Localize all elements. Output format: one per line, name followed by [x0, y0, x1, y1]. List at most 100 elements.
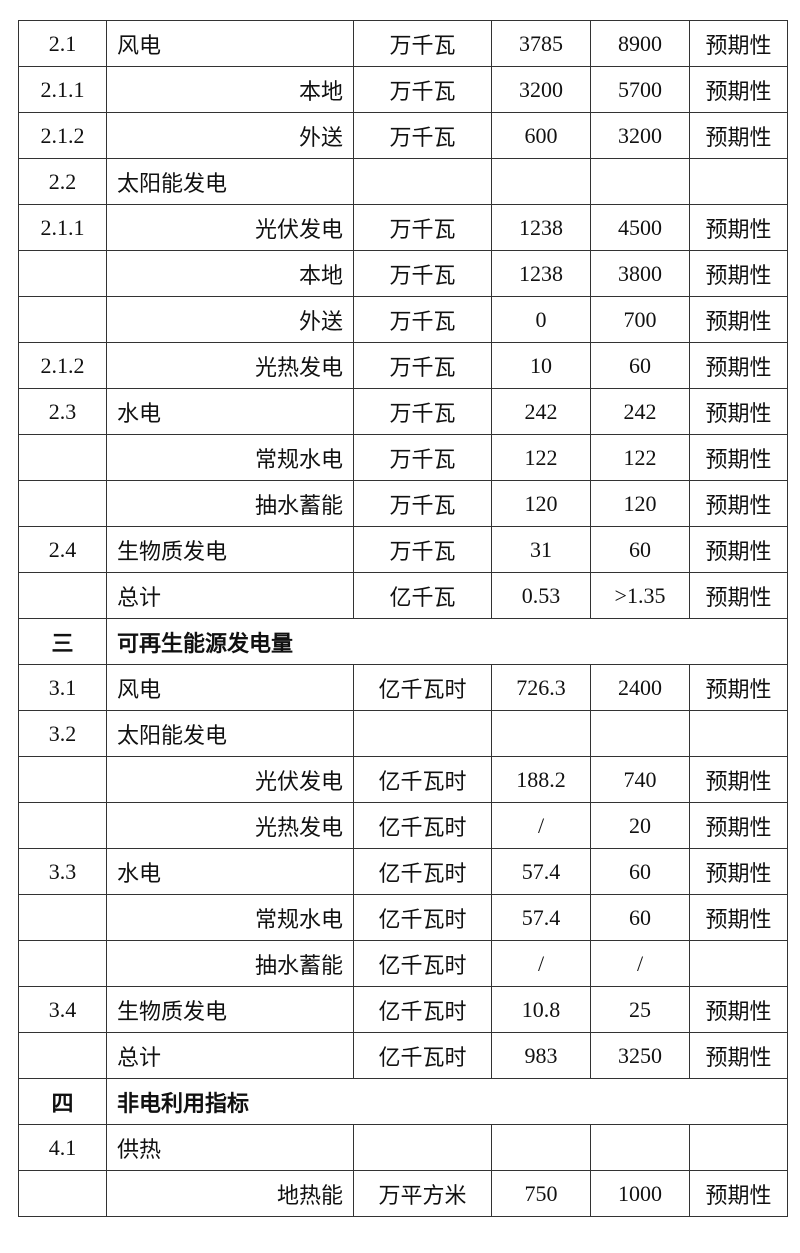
target-value: 120: [590, 480, 690, 527]
current-value: 31: [491, 526, 591, 573]
target-value: 60: [590, 342, 690, 389]
indicator-nature: 预期性: [689, 848, 788, 895]
target-value: 3250: [590, 1032, 690, 1079]
table-row: 总计 亿千瓦时 983 3250 预期性: [18, 1032, 788, 1079]
target-value: 8900: [590, 20, 690, 67]
target-value: 60: [590, 848, 690, 895]
indicator-nature: 预期性: [689, 986, 788, 1033]
target-value: 740: [590, 756, 690, 803]
item-name: 常规水电: [106, 434, 354, 481]
unit-cell: 万千瓦: [353, 112, 492, 159]
indicator-nature: 预期性: [689, 480, 788, 527]
section-row: 四非电利用指标: [18, 1078, 788, 1125]
indicator-nature: 预期性: [689, 204, 788, 251]
item-code: 2.1.2: [18, 112, 107, 159]
table-row: 光伏发电 亿千瓦时 188.2 740 预期性: [18, 756, 788, 803]
table-row: 4.1 供热: [18, 1124, 788, 1171]
unit-cell: 万千瓦: [353, 434, 492, 481]
current-value: 3200: [491, 66, 591, 113]
indicator-nature: 预期性: [689, 1170, 788, 1217]
unit-cell: 万千瓦: [353, 526, 492, 573]
indicator-nature: 预期性: [689, 664, 788, 711]
indicator-nature: 预期性: [689, 526, 788, 573]
current-value: 120: [491, 480, 591, 527]
current-value: 726.3: [491, 664, 591, 711]
target-value: 3800: [590, 250, 690, 297]
item-name: 光热发电: [106, 342, 354, 389]
table-row: 3.4 生物质发电 亿千瓦时 10.8 25 预期性: [18, 986, 788, 1033]
item-name: 外送: [106, 112, 354, 159]
item-name: 太阳能发电: [106, 710, 354, 757]
indicator-nature: 预期性: [689, 388, 788, 435]
indicator-nature: 预期性: [689, 250, 788, 297]
unit-cell: 万千瓦: [353, 204, 492, 251]
table-row: 3.1 风电 亿千瓦时 726.3 2400 预期性: [18, 664, 788, 711]
unit-cell: 亿千瓦时: [353, 802, 492, 849]
item-code: 2.1.1: [18, 204, 107, 251]
item-name: 本地: [106, 66, 354, 113]
item-name: 生物质发电: [106, 526, 354, 573]
indicator-nature: [689, 158, 788, 205]
item-name: 总计: [106, 572, 354, 619]
item-code: [18, 572, 107, 619]
indicator-nature: 预期性: [689, 20, 788, 67]
table-row: 2.4 生物质发电 万千瓦 31 60 预期性: [18, 526, 788, 573]
unit-cell: 亿千瓦时: [353, 756, 492, 803]
item-code: [18, 940, 107, 987]
item-name: 光伏发电: [106, 204, 354, 251]
indicator-nature: [689, 710, 788, 757]
item-name: 生物质发电: [106, 986, 354, 1033]
unit-cell: 亿千瓦时: [353, 986, 492, 1033]
item-name: 常规水电: [106, 894, 354, 941]
item-code: 2.2: [18, 158, 107, 205]
item-name: 抽水蓄能: [106, 480, 354, 527]
item-name: 抽水蓄能: [106, 940, 354, 987]
indicator-nature: 预期性: [689, 342, 788, 389]
indicator-nature: [689, 940, 788, 987]
table-row: 光热发电 亿千瓦时/20 预期性: [18, 802, 788, 849]
unit-cell: 万千瓦: [353, 388, 492, 435]
table-row: 2.1 风电 万千瓦 3785 8900 预期性: [18, 20, 788, 67]
current-value: 600: [491, 112, 591, 159]
current-value: /: [491, 940, 591, 987]
item-code: 2.1: [18, 20, 107, 67]
item-code: [18, 296, 107, 343]
item-name: 总计: [106, 1032, 354, 1079]
current-value: [491, 1124, 591, 1171]
indicator-table: 2.1 风电 万千瓦 3785 8900 预期性 2.1.1 本地 万千瓦 3200 5700 预期性…: [18, 20, 788, 1217]
current-value: 57.4: [491, 894, 591, 941]
item-code: [18, 1032, 107, 1079]
target-value: 20: [590, 802, 690, 849]
indicator-nature: 预期性: [689, 296, 788, 343]
unit-cell: 亿千瓦时: [353, 1032, 492, 1079]
target-value: 3200: [590, 112, 690, 159]
unit-cell: 万平方米: [353, 1170, 492, 1217]
unit-cell: 亿千瓦: [353, 572, 492, 619]
item-name: 光热发电: [106, 802, 354, 849]
unit-cell: 万千瓦: [353, 66, 492, 113]
indicator-nature: 预期性: [689, 1032, 788, 1079]
item-name: 风电: [106, 664, 354, 711]
current-value: 10: [491, 342, 591, 389]
item-code: [18, 1170, 107, 1217]
target-value: /: [590, 940, 690, 987]
table-row: 常规水电 亿千瓦时 57.4 60 预期性: [18, 894, 788, 941]
indicator-nature: 预期性: [689, 756, 788, 803]
table-row: 外送 万千瓦 0 700 预期性: [18, 296, 788, 343]
target-value: [590, 1124, 690, 1171]
table-row: 抽水蓄能 亿千瓦时 / /: [18, 940, 788, 987]
table-row: 总计 亿千瓦 0.53 >1.35 预期性: [18, 572, 788, 619]
indicator-nature: 预期性: [689, 572, 788, 619]
current-value: 983: [491, 1032, 591, 1079]
item-code: 2.1.1: [18, 66, 107, 113]
section-row: 三可再生能源发电量: [18, 618, 788, 665]
table-row: 2.1.2 外送 万千瓦 600 3200 预期性: [18, 112, 788, 159]
item-code: 2.3: [18, 388, 107, 435]
item-name: 光伏发电: [106, 756, 354, 803]
item-name: 水电: [106, 388, 354, 435]
section-title: 可再生能源发电量: [106, 618, 788, 665]
unit-cell: [353, 1124, 492, 1171]
item-code: 3.3: [18, 848, 107, 895]
item-code: [18, 756, 107, 803]
current-value: 122: [491, 434, 591, 481]
